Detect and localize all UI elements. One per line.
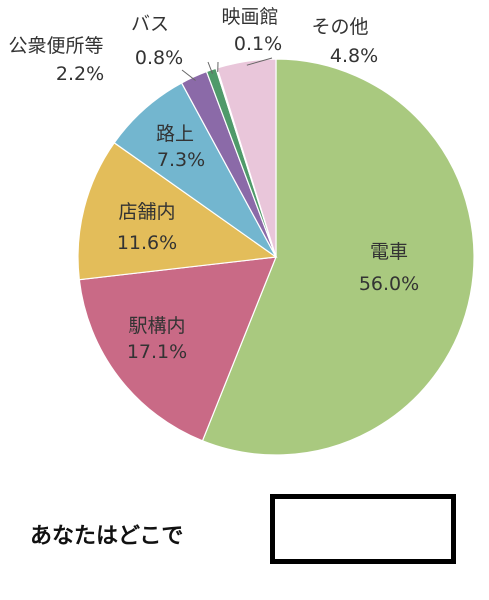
slice-value: 17.1% [127,341,187,363]
slice-value: 0.8% [135,47,183,69]
slice-value: 0.1% [234,33,282,55]
leader-line [181,69,196,81]
pie-slice [77,141,278,281]
slice-label: 映画館 [221,6,278,28]
pie-slices [77,58,475,456]
slice-value: 7.3% [157,149,205,171]
answer-box[interactable] [270,494,456,564]
pie-slice [216,58,277,258]
slice-value: 56.0% [359,273,419,295]
slice-label: その他 [311,16,368,38]
pie-chart: 電車 56.0% 駅構内 17.1% 店舗内 11.6% 路上 7.3% 公衆便所等 2.2% バス… [8,6,475,456]
leader-lines [181,57,273,81]
slice-value: 11.6% [117,232,177,254]
slice-label: 店舗内 [118,201,175,223]
slice-label: バス [131,13,169,35]
slice-label: 公衆便所等 [8,35,103,57]
pie-slice [201,58,475,456]
slice-value: 2.2% [56,63,104,85]
slice-label: 駅構内 [128,315,185,337]
slice-value: 4.8% [330,45,378,67]
leader-line [207,61,213,74]
leader-line [246,57,273,66]
question-text: あなたはどこで [30,524,184,549]
slice-label: 電車 [370,241,408,263]
slice-label: 路上 [156,123,194,145]
pie-slice [78,256,277,442]
slice-labels: 電車 56.0% 駅構内 17.1% 店舗内 11.6% 路上 7.3% 公衆便所等 2.2% バス… [8,6,419,363]
